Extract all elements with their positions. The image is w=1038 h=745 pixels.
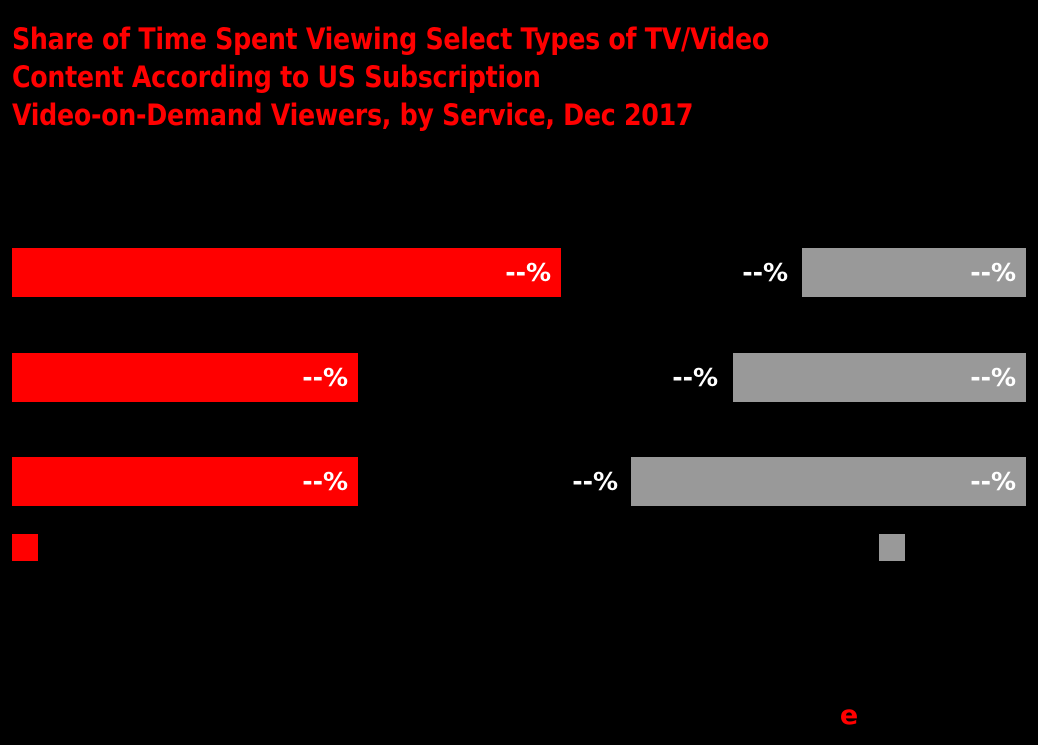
bar-group-row-2: --% --% --% xyxy=(0,353,1038,402)
legend-swatch-icon-series-b xyxy=(879,534,905,561)
chart-title-line-3: Video-on-Demand Viewers, by Service, Dec… xyxy=(12,98,694,132)
plot-area: --% --% --% --% --% --% --% --% --% xyxy=(0,230,1038,520)
bar-series-b-row-2[interactable] xyxy=(733,353,1026,402)
value-label-series-b-row-2: --% xyxy=(970,363,1016,392)
bar-series-b-row-3[interactable] xyxy=(631,457,1026,506)
value-label-series-a-row-2: --% xyxy=(302,363,348,392)
bar-group-row-1: --% --% --% xyxy=(0,248,1038,297)
legend-swatch-icon-series-a xyxy=(12,534,38,561)
value-label-series-a-row-3: --% xyxy=(302,467,348,496)
bar-series-a-row-1[interactable] xyxy=(12,248,561,297)
value-label-series-b-row-1: --% xyxy=(970,258,1016,287)
value-label-series-b-row-3: --% xyxy=(970,467,1016,496)
value-label-outside-row-1: --% xyxy=(742,258,788,287)
bar-group-row-3: --% --% --% xyxy=(0,457,1038,506)
value-label-series-a-row-1: --% xyxy=(505,258,551,287)
emarketer-logo-icon: e xyxy=(839,700,859,731)
chart-title-line-2: Content According to US Subscription xyxy=(12,60,541,94)
bar-series-b-row-1[interactable] xyxy=(802,248,1026,297)
value-label-outside-row-3: --% xyxy=(572,467,618,496)
bar-series-a-row-3[interactable] xyxy=(12,457,358,506)
chart-title-line-1: Share of Time Spent Viewing Select Types… xyxy=(12,22,769,56)
chart-legend xyxy=(0,534,1038,564)
chart-title: Share of Time Spent Viewing Select Types… xyxy=(12,20,1026,134)
value-label-outside-row-2: --% xyxy=(672,363,718,392)
bar-series-a-row-2[interactable] xyxy=(12,353,358,402)
